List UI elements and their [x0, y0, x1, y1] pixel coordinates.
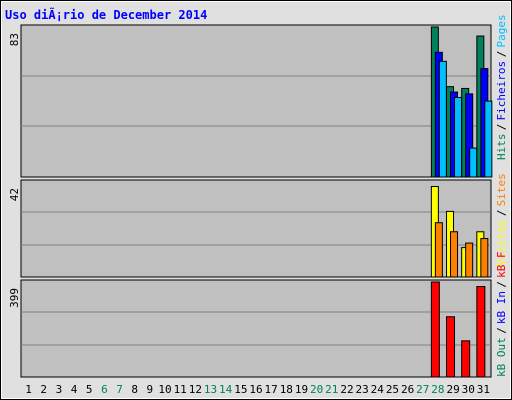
x-tick-label-3: 3 [56, 383, 63, 396]
x-tick-label-31: 31 [477, 383, 490, 396]
legend-bottom-0: kB Out [495, 337, 508, 377]
legend-bottom-3: / [495, 281, 508, 288]
legend-middle-0: Visitas [495, 220, 508, 266]
x-tick-label-21: 21 [325, 383, 338, 396]
bar-sites-day-28 [434, 222, 443, 278]
legend-top-3: / [495, 51, 508, 58]
legend-top-0: Hits [495, 134, 508, 161]
y-max-label: 399 [8, 288, 21, 308]
x-tick-label-23: 23 [356, 383, 369, 396]
x-tick-label-24: 24 [371, 383, 385, 396]
x-tick-label-11: 11 [174, 383, 187, 396]
legend-bottom-2: kB In [495, 291, 508, 324]
legend-middle-1: / [495, 209, 508, 216]
x-tick-label-17: 17 [265, 383, 278, 396]
x-tick-label-1: 1 [25, 383, 32, 396]
x-tick-label-20: 20 [310, 383, 323, 396]
bar-sites-day-29 [450, 231, 459, 278]
x-tick-label-10: 10 [158, 383, 171, 396]
bar-pages-day-29 [454, 96, 463, 178]
x-tick-label-16: 16 [249, 383, 262, 396]
legend-top-2: Ficheiros [495, 61, 508, 121]
bar-sites-day-30 [465, 242, 474, 278]
bar-kb-f-day-31 [476, 286, 486, 378]
x-tick-label-30: 30 [462, 383, 475, 396]
x-tick-label-15: 15 [234, 383, 247, 396]
legend-top-1: / [495, 124, 508, 131]
bar-kb-f-day-30 [461, 340, 471, 378]
x-tick-label-13: 13 [204, 383, 217, 396]
plot-area-2 [20, 179, 492, 278]
y-max-label: 42 [8, 188, 21, 201]
x-tick-label-25: 25 [386, 383, 399, 396]
x-tick-label-26: 26 [401, 383, 414, 396]
plot-area-3 [20, 279, 492, 378]
plot-area-1 [20, 24, 492, 178]
x-tick-label-4: 4 [71, 383, 78, 396]
x-tick-label-27: 27 [416, 383, 429, 396]
x-tick-label-9: 9 [147, 383, 154, 396]
legend-top-4: Pages [495, 14, 508, 47]
y-max-label: 83 [8, 33, 21, 46]
x-tick-label-8: 8 [131, 383, 138, 396]
x-tick-label-28: 28 [431, 383, 444, 396]
legend-bottom-1: / [495, 327, 508, 334]
x-tick-label-19: 19 [295, 383, 308, 396]
bar-kb-f-day-28 [430, 281, 440, 378]
legend-bottom-4: kB F [495, 251, 508, 278]
x-tick-label-2: 2 [40, 383, 47, 396]
chart-title: Uso diÃ¡rio de December 2014 [5, 7, 207, 22]
x-tick-label-7: 7 [116, 383, 123, 396]
x-tick-label-6: 6 [101, 383, 108, 396]
legend-middle-2: Sites [495, 173, 508, 206]
x-tick-label-22: 22 [340, 383, 353, 396]
bar-pages-day-30 [469, 147, 478, 178]
x-tick-label-5: 5 [86, 383, 93, 396]
bar-kb-f-day-29 [446, 316, 456, 378]
x-tick-label-18: 18 [280, 383, 293, 396]
x-tick-label-12: 12 [189, 383, 202, 396]
bar-pages-day-31 [484, 100, 493, 178]
x-tick-label-29: 29 [446, 383, 459, 396]
bar-pages-day-28 [438, 60, 447, 178]
x-tick-label-14: 14 [219, 383, 233, 396]
bar-sites-day-31 [480, 238, 489, 278]
